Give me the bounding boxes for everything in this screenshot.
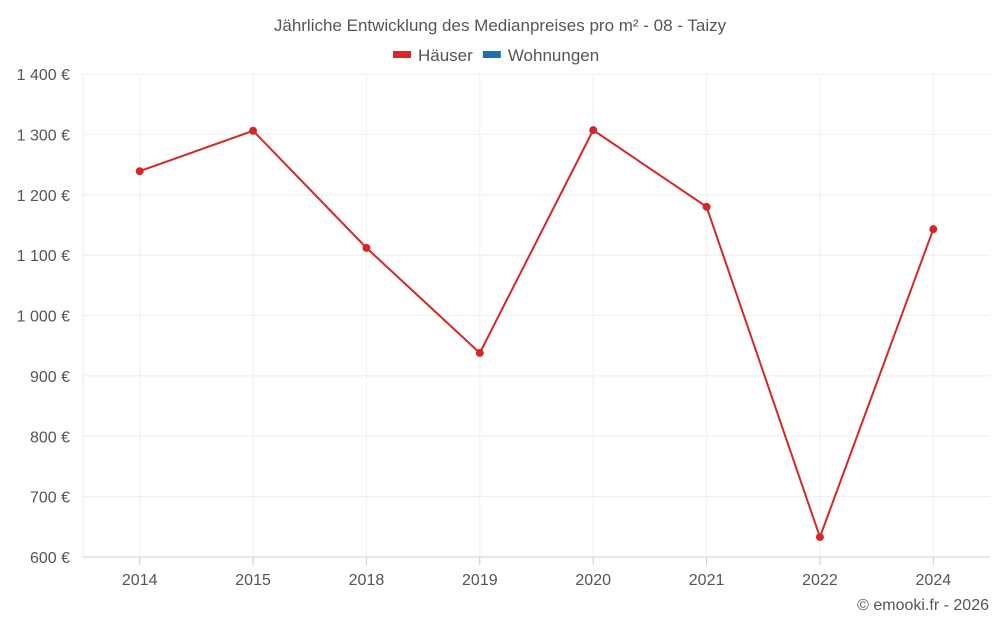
x-axis: 2014 2015 2018 2019 2020 2021 2022 2024 <box>122 557 951 589</box>
data-point <box>929 225 938 234</box>
series <box>135 126 938 542</box>
y-tick-label: 1 200 € <box>17 188 70 205</box>
legend-label: Häuser <box>418 46 473 65</box>
y-tick-label: 1 300 € <box>17 127 70 144</box>
legend-item[interactable]: Wohnungen <box>482 46 599 65</box>
x-tick-label: 2024 <box>916 572 952 589</box>
x-tick-label: 2020 <box>575 572 611 589</box>
legend-label: Wohnungen <box>508 46 599 65</box>
data-point <box>475 348 484 357</box>
data-point <box>589 126 598 135</box>
y-tick-label: 1 000 € <box>17 309 70 326</box>
x-tick-label: 2021 <box>689 572 725 589</box>
x-tick-label: 2014 <box>122 572 158 589</box>
legend-swatch <box>482 51 501 58</box>
credit: © emooki.fr - 2026 <box>857 597 989 614</box>
grid <box>82 73 990 558</box>
chart-title: Jährliche Entwicklung des Medianpreises … <box>274 16 727 35</box>
x-tick-label: 2022 <box>802 572 838 589</box>
series-line-Häuser <box>139 128 935 541</box>
data-point <box>362 243 371 252</box>
y-axis: 600 € 700 € 800 € 900 € 1 000 € 1 100 € 1 200 … <box>17 67 70 567</box>
x-tick-label: 2018 <box>349 572 385 589</box>
data-point <box>702 202 711 211</box>
y-tick-label: 1 100 € <box>17 248 70 265</box>
x-tick-label: 2019 <box>462 572 498 589</box>
data-point <box>815 533 824 542</box>
y-tick-label: 800 € <box>30 429 70 446</box>
legend: Häuser Wohnungen <box>393 46 599 65</box>
y-tick-label: 600 € <box>30 550 70 567</box>
y-tick-label: 900 € <box>30 369 70 386</box>
y-tick-label: 700 € <box>30 490 70 507</box>
legend-item[interactable]: Häuser <box>393 46 473 65</box>
legend-swatch <box>393 51 411 58</box>
y-tick-label: 1 400 € <box>17 67 70 84</box>
x-tick-label: 2015 <box>235 572 271 589</box>
data-point <box>135 167 144 176</box>
data-point <box>249 126 258 135</box>
